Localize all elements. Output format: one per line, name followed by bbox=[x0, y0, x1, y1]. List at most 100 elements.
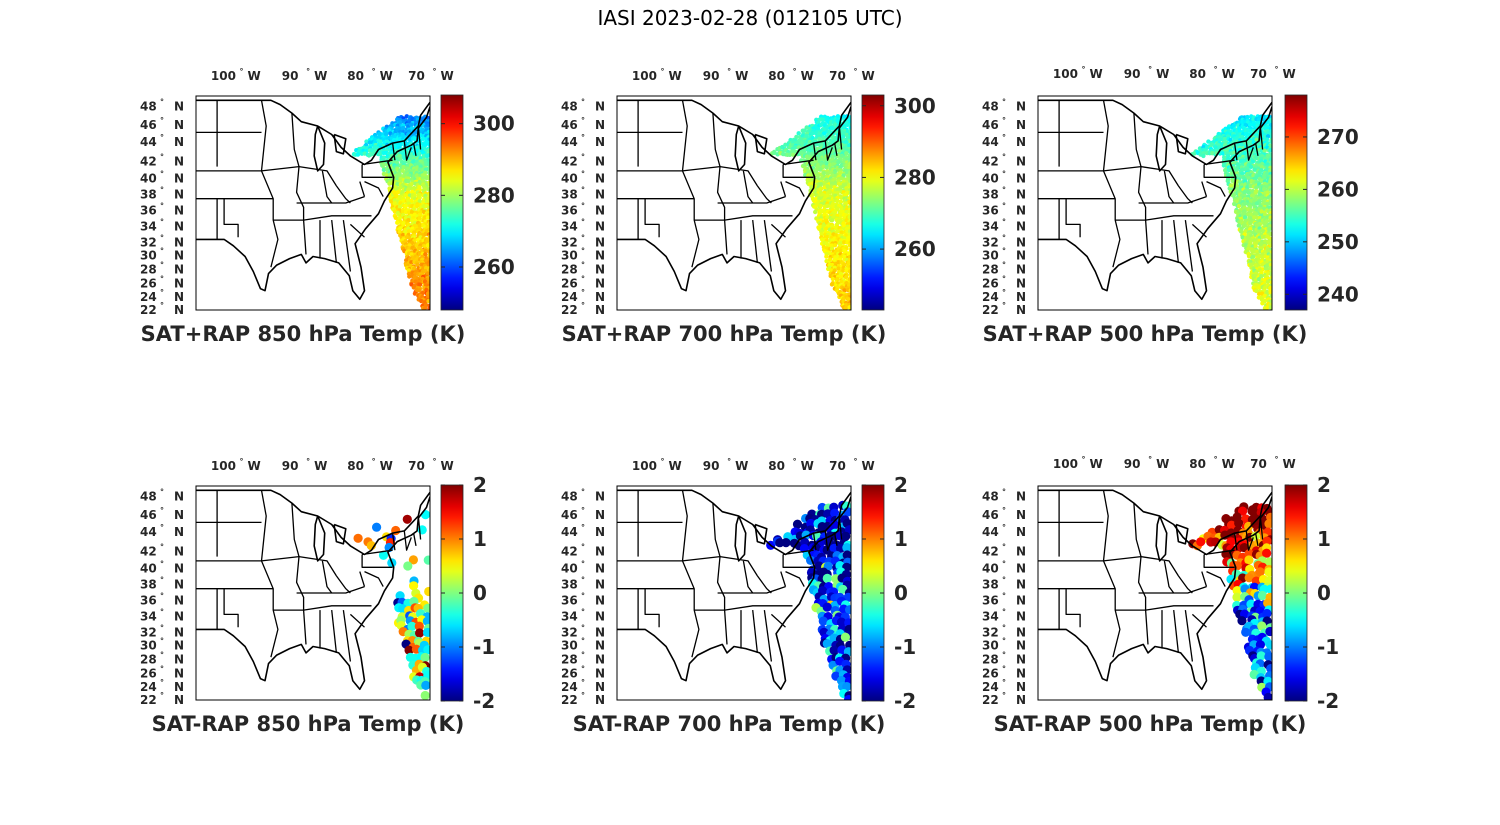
lon-tick-label: 80 bbox=[768, 69, 785, 83]
colorbar-tick-label: 280 bbox=[473, 183, 515, 207]
state-border bbox=[296, 195, 365, 204]
data-point bbox=[427, 142, 430, 147]
lat-tick-label: 28 bbox=[982, 262, 999, 276]
lat-hemisphere: N bbox=[595, 693, 605, 707]
data-point bbox=[1263, 692, 1272, 700]
data-point bbox=[1257, 621, 1267, 631]
basemap bbox=[617, 489, 851, 691]
colorbar-gradient bbox=[1284, 94, 1308, 311]
lat-hemisphere: N bbox=[1016, 610, 1026, 624]
lat-tick-label: 36 bbox=[982, 593, 999, 607]
colorbar-tick-label: 1 bbox=[473, 527, 487, 551]
data-point bbox=[847, 153, 851, 158]
data-point bbox=[417, 151, 422, 156]
data-point bbox=[783, 142, 788, 147]
state-border bbox=[1103, 165, 1142, 172]
data-point bbox=[1262, 285, 1268, 291]
data-point bbox=[842, 543, 851, 553]
data-point bbox=[398, 120, 403, 125]
data-point bbox=[835, 206, 840, 211]
data-point bbox=[1269, 221, 1272, 226]
lat-hemisphere: N bbox=[174, 508, 184, 522]
lat-hemisphere: N bbox=[595, 610, 605, 624]
lat-tick-label: 22 bbox=[140, 693, 157, 707]
data-point bbox=[381, 171, 387, 177]
lon-hemisphere: W bbox=[735, 69, 748, 83]
state-border bbox=[742, 560, 754, 594]
state-border bbox=[303, 605, 372, 611]
lat-tick-label: 48 bbox=[982, 490, 999, 504]
data-point bbox=[409, 181, 414, 187]
state-border bbox=[682, 555, 721, 562]
data-point bbox=[406, 218, 411, 223]
data-point bbox=[408, 555, 418, 565]
lat-hemisphere: N bbox=[1016, 561, 1026, 575]
lon-tick-label: 70 bbox=[1250, 457, 1267, 471]
lat-hemisphere: N bbox=[174, 248, 184, 262]
axes-frame bbox=[616, 95, 852, 311]
lat-tick-label: 22 bbox=[982, 303, 999, 317]
data-point bbox=[827, 257, 833, 262]
state-border bbox=[1191, 223, 1207, 238]
state-border bbox=[763, 220, 773, 272]
state-border bbox=[1206, 181, 1226, 197]
panel-title: SAT-RAP 700 hPa Temp (K) bbox=[573, 712, 886, 736]
colorbar-tick-label: -2 bbox=[473, 689, 495, 713]
data-point bbox=[381, 162, 386, 167]
data-point bbox=[423, 142, 428, 147]
colorbar-tick-label: 260 bbox=[1317, 177, 1359, 201]
lake-michigan bbox=[734, 515, 747, 562]
degree-symbol: ° bbox=[1002, 98, 1006, 107]
lon-hemisphere: W bbox=[440, 459, 453, 473]
axes-frame bbox=[1037, 95, 1273, 311]
lon-tick-label: 80 bbox=[1189, 67, 1206, 81]
lat-tick-label: 48 bbox=[140, 100, 157, 114]
data-point bbox=[804, 134, 809, 139]
state-border bbox=[1254, 142, 1259, 157]
lon-tick-label: 80 bbox=[347, 69, 364, 83]
lat-tick-label: 38 bbox=[561, 187, 578, 201]
data-point bbox=[406, 268, 412, 273]
degree-symbol: ° bbox=[1274, 455, 1278, 464]
lat-tick-label: 26 bbox=[982, 666, 999, 680]
state-border bbox=[1245, 530, 1254, 551]
data-point bbox=[423, 555, 430, 565]
lat-tick-label: 30 bbox=[140, 248, 157, 262]
axes-frame bbox=[616, 485, 852, 701]
degree-symbol: ° bbox=[581, 133, 585, 142]
lake-huron bbox=[1175, 133, 1189, 155]
lon-tick-label: 80 bbox=[1189, 457, 1206, 471]
degree-symbol: ° bbox=[1002, 133, 1006, 142]
state-border bbox=[719, 165, 758, 187]
data-point bbox=[1232, 586, 1242, 596]
colorbar-tick-label: 0 bbox=[894, 581, 908, 605]
degree-symbol: ° bbox=[372, 67, 376, 76]
lon-tick-label: 90 bbox=[1124, 67, 1141, 81]
data-point bbox=[835, 276, 840, 282]
data-point bbox=[841, 531, 851, 541]
data-point bbox=[848, 135, 851, 140]
degree-symbol: ° bbox=[160, 691, 164, 700]
state-border bbox=[756, 575, 772, 594]
state-border bbox=[782, 164, 814, 178]
data-point bbox=[1250, 254, 1256, 259]
data-point bbox=[818, 616, 828, 626]
state-border bbox=[364, 181, 384, 197]
data-point bbox=[421, 153, 426, 159]
lon-tick-label: 70 bbox=[829, 459, 846, 473]
state-border bbox=[412, 532, 417, 547]
lat-hemisphere: N bbox=[1016, 248, 1026, 262]
data-point bbox=[844, 170, 850, 175]
lat-tick-label: 48 bbox=[561, 100, 578, 114]
data-point bbox=[1266, 664, 1272, 674]
lon-hemisphere: W bbox=[247, 69, 260, 83]
degree-symbol: ° bbox=[1002, 152, 1006, 161]
degree-symbol: ° bbox=[581, 678, 585, 687]
data-point bbox=[1248, 164, 1254, 169]
scatter-points bbox=[766, 500, 851, 700]
data-point bbox=[415, 237, 421, 243]
lat-hemisphere: N bbox=[174, 203, 184, 217]
data-point bbox=[822, 602, 832, 612]
data-point bbox=[1266, 584, 1272, 594]
lat-hemisphere: N bbox=[174, 187, 184, 201]
